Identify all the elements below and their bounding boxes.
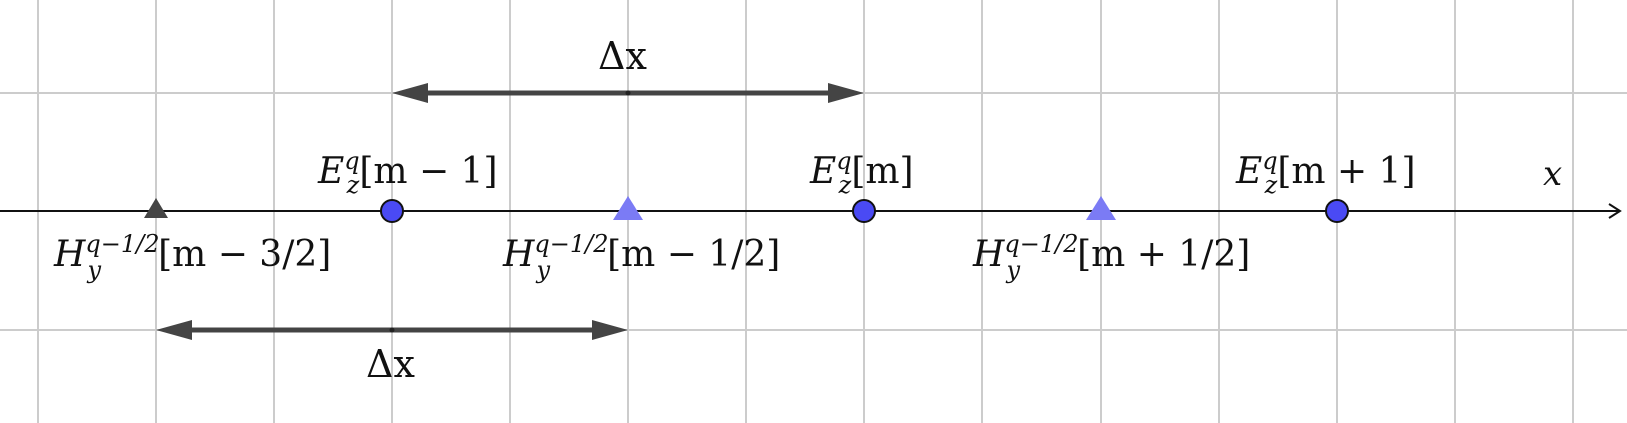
x-axis: x (0, 154, 1622, 219)
e-label-sup: q (836, 147, 851, 175)
e-node-m-plus-1 (1325, 199, 1349, 223)
delta-x-bottom-arrow: Δx (156, 320, 628, 386)
e-label-main: E (317, 151, 344, 192)
e-label-main: E (809, 151, 836, 192)
e-label-m: Eq z[m] (809, 147, 914, 199)
h-label-index: [m − 1/2] (607, 234, 780, 275)
e-label-sub: z (1264, 171, 1278, 199)
h-node-m-plus-1-2 (1086, 196, 1116, 220)
h-label-main: H (502, 234, 535, 275)
h-label-sup: q−1/2 (534, 230, 608, 258)
e-label-index: [m + 1] (1277, 151, 1415, 192)
h-label-m-plus-1-2: Hq−1/2 y [m + 1/2] (972, 230, 1250, 284)
e-label-main: E (1235, 151, 1262, 192)
h-label-sup: q−1/2 (1004, 230, 1078, 258)
e-label-sup: q (1262, 147, 1277, 175)
e-label-index: [m − 1] (359, 151, 497, 192)
e-label-m-minus-1: Eq z[m − 1] (317, 147, 498, 199)
e-label-m-plus-1: Eq z[m + 1] (1235, 147, 1416, 199)
e-node-m-minus-1 (380, 199, 404, 223)
delta-x-bottom-label: Δx (366, 342, 415, 386)
h-label-m-minus-3-2: Hq−1/2 y [m − 3/2] (53, 230, 331, 284)
h-label-index: [m + 1/2] (1077, 234, 1250, 275)
e-node-m (852, 199, 876, 223)
h-node-m-minus-1-2 (613, 196, 643, 220)
delta-x-top-arrow: Δx (392, 34, 864, 103)
h-node-m-minus-3-2 (144, 198, 168, 218)
e-label-sub: z (346, 171, 360, 199)
h-label-sub: y (536, 256, 551, 284)
h-label-main: H (972, 234, 1005, 275)
x-axis-label: x (1543, 154, 1562, 194)
h-label-sub: y (1006, 256, 1021, 284)
e-label-sup: q (344, 147, 359, 175)
h-label-sub: y (87, 256, 102, 284)
h-label-main: H (53, 234, 86, 275)
delta-x-top-label: Δx (598, 34, 647, 78)
e-label-index: [m] (851, 151, 913, 192)
h-label-index: [m − 3/2] (158, 234, 331, 275)
h-label-m-minus-1-2: Hq−1/2 y [m − 1/2] (502, 230, 780, 284)
e-label-sub: z (838, 171, 852, 199)
h-label-sup: q−1/2 (85, 230, 159, 258)
